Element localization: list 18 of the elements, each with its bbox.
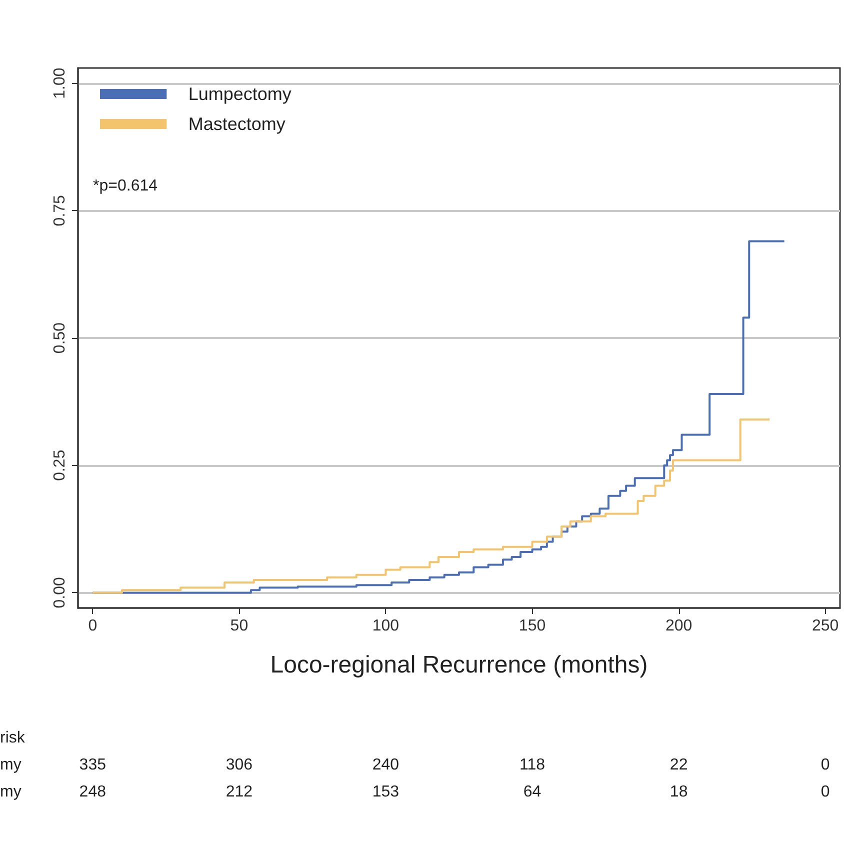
- annotation: *p=0.614: [93, 178, 158, 194]
- x-axis-title: Loco-regional Recurrence (months): [270, 652, 648, 678]
- x-tick-label: 150: [518, 618, 546, 634]
- y-tick-label: 1.00: [52, 68, 68, 99]
- x-tick-label: 250: [812, 618, 839, 634]
- legend-label: Mastectomy: [188, 114, 286, 134]
- y-tick-label: 0.00: [52, 577, 68, 608]
- text: my 248 212 153 64 18 0: [0, 784, 830, 800]
- text: risk: [0, 730, 26, 746]
- x-tick-label: 200: [665, 618, 692, 634]
- x-tick-label: 0: [88, 618, 98, 634]
- y-tick-label: 0.50: [52, 322, 68, 354]
- y-tick-label: 0.75: [52, 194, 68, 226]
- x-tick-label: 100: [372, 618, 400, 634]
- y-tick-label: 0.25: [52, 450, 68, 481]
- text: my 335 306 240 118 22 0: [0, 756, 830, 774]
- x-tick-label: 50: [230, 618, 248, 634]
- legend-label: Lumpectomy: [188, 84, 292, 104]
